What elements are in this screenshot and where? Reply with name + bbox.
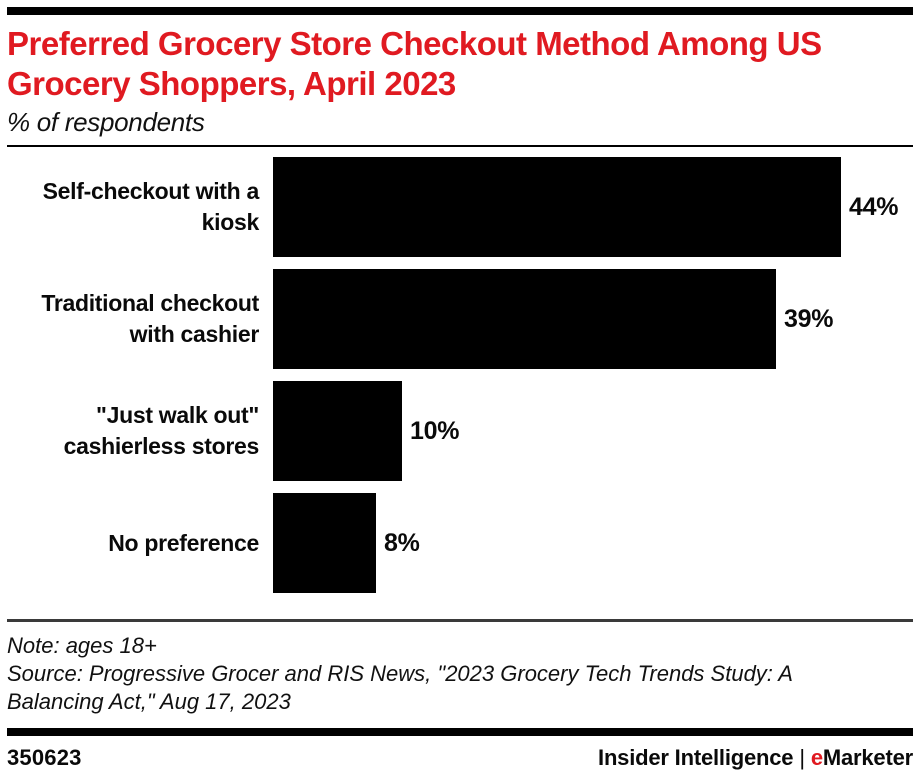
value-label: 39% [784, 304, 834, 333]
category-label: Traditional checkout with cashier [41, 290, 259, 347]
bar-row-just-walk-out: "Just walk out" cashierless stores 10% [7, 381, 913, 481]
brand-separator: | [799, 745, 805, 770]
footnote-divider [7, 619, 913, 622]
note-text: Note: ages 18+ [7, 633, 157, 658]
top-accent-bar [7, 7, 913, 15]
header-divider [7, 145, 913, 147]
bar-traditional-checkout [273, 269, 776, 369]
category-label: Self-checkout with a kiosk [42, 178, 260, 235]
bar-self-checkout [273, 157, 841, 257]
value-label: 10% [410, 416, 460, 445]
bar-no-preference [273, 493, 376, 593]
category-label: No preference [108, 529, 259, 556]
brand-lockup: Insider Intelligence | eMarketer [598, 745, 913, 771]
chart-title: Preferred Grocery Store Checkout Method … [7, 25, 822, 102]
bar-chart: Self-checkout with a kiosk 44% Tradition… [7, 157, 913, 593]
footer: 350623 Insider Intelligence | eMarketer [7, 745, 913, 771]
bar-row-no-preference: No preference 8% [7, 493, 913, 593]
brand-emarketer-rest: Marketer [822, 745, 913, 770]
chart-subtitle: % of respondents [7, 107, 205, 137]
bar-just-walk-out [273, 381, 402, 481]
value-label: 44% [849, 192, 899, 221]
footnotes: Note: ages 18+ Source: Progressive Groce… [7, 632, 913, 716]
bottom-accent-bar [7, 728, 913, 736]
bar-row-traditional-checkout: Traditional checkout with cashier 39% [7, 269, 913, 369]
bar-row-self-checkout: Self-checkout with a kiosk 44% [7, 157, 913, 257]
brand-insider-intelligence: Insider Intelligence [598, 745, 794, 770]
category-label: "Just walk out" cashierless stores [63, 402, 260, 459]
brand-emarketer-e: e [810, 745, 823, 770]
source-text: Source: Progressive Grocer and RIS News,… [7, 661, 793, 714]
value-label: 8% [384, 528, 420, 557]
chart-id: 350623 [7, 745, 82, 770]
